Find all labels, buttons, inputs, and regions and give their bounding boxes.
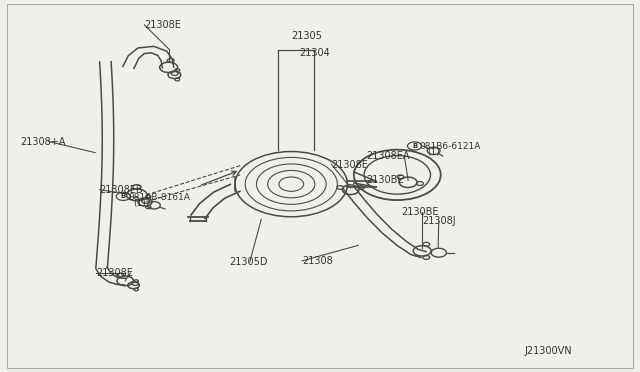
Text: 21304: 21304 [300,48,330,58]
Text: 21305: 21305 [291,31,322,41]
Text: 21305D: 21305D [229,257,268,267]
Text: 081AB-8161A: 081AB-8161A [129,193,190,202]
Text: B: B [412,143,417,149]
Text: (1): (1) [133,199,146,208]
Text: 2130BE: 2130BE [366,176,403,185]
Text: 21308EB: 21308EB [100,185,143,195]
Text: J21300VN: J21300VN [524,346,572,356]
Text: B: B [121,193,126,199]
Text: 21308E: 21308E [97,268,133,278]
Text: 21308EA: 21308EA [366,151,410,161]
Text: (1): (1) [428,148,440,157]
Text: 081B6-6121A: 081B6-6121A [419,142,481,151]
Text: 2130BE: 2130BE [402,207,439,217]
Text: 21308J: 21308J [422,216,456,226]
Text: 21308+A: 21308+A [20,137,65,147]
Text: 21308E: 21308E [332,160,369,170]
Text: 21308E: 21308E [145,20,181,30]
Text: 21308: 21308 [302,256,333,266]
